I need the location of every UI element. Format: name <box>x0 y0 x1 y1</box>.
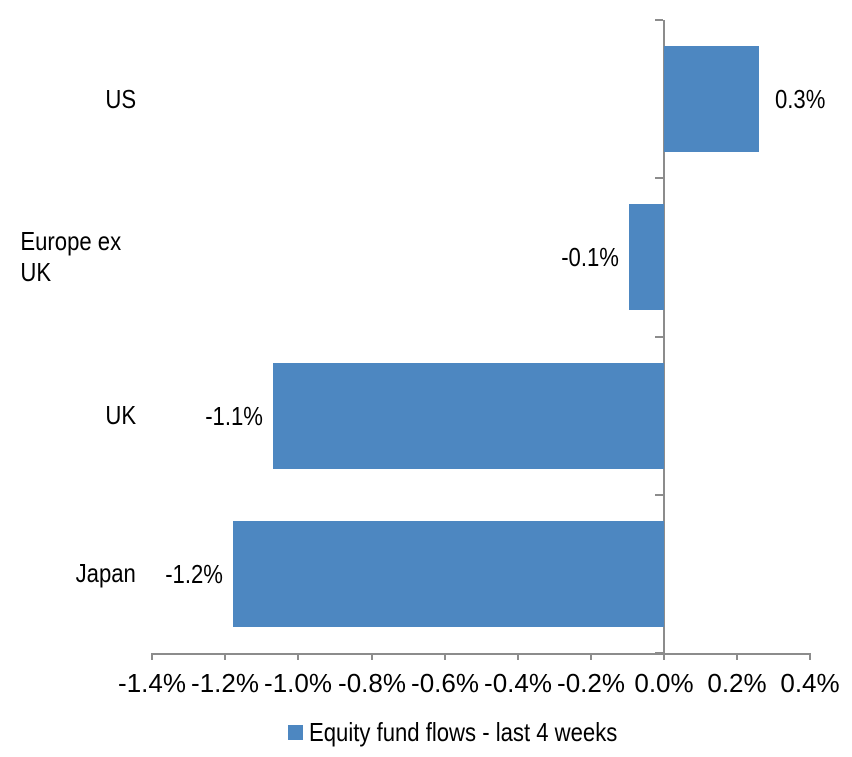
value-axis-tick <box>663 653 665 660</box>
value-label: -1.2% <box>155 521 223 627</box>
value-axis-tick-label: -0.6% <box>390 668 500 698</box>
value-axis-tick-label: 0.0% <box>609 668 719 698</box>
category-label-text: US <box>105 83 136 114</box>
category-axis-tick <box>655 494 663 496</box>
value-axis-tick-label-text: -0.6% <box>411 668 479 698</box>
value-axis-tick-label-text: -1.4% <box>118 668 186 698</box>
bar-europe-ex-uk <box>629 204 664 310</box>
value-axis-tick-label-text: 0.4% <box>780 668 840 698</box>
legend-label: Equity fund flows - last 4 weeks <box>309 717 618 747</box>
value-axis-tick-label: -0.4% <box>463 668 573 698</box>
value-axis-tick <box>736 653 738 660</box>
value-axis-tick-label: -1.4% <box>97 668 207 698</box>
value-label: -1.1% <box>195 363 263 469</box>
value-axis-tick <box>590 653 592 660</box>
category-axis-tick <box>655 652 663 654</box>
value-label-text: -0.1% <box>561 241 619 272</box>
value-axis-tick <box>517 653 519 660</box>
category-axis-tick <box>655 19 663 21</box>
category-label: US <box>0 20 136 178</box>
bar-japan <box>233 521 664 627</box>
value-label: -0.1% <box>551 204 619 310</box>
value-axis-tick-label: -1.2% <box>170 668 280 698</box>
value-axis-tick <box>371 653 373 660</box>
value-axis-tick <box>297 653 299 660</box>
value-axis-tick-label: -0.2% <box>536 668 646 698</box>
value-axis-tick <box>151 653 153 660</box>
category-label-text: UK <box>105 400 136 431</box>
value-axis-tick-label-text: 0.2% <box>707 668 767 698</box>
value-axis-tick-label-text: -1.0% <box>264 668 332 698</box>
value-axis-tick-label-text: -1.2% <box>191 668 259 698</box>
category-axis-tick <box>655 336 663 338</box>
value-axis-tick-label-text: -0.2% <box>557 668 625 698</box>
category-label-text: Europe ex UK <box>20 226 122 288</box>
value-axis-tick-label: -1.0% <box>243 668 353 698</box>
value-axis-tick-label: -0.8% <box>317 668 427 698</box>
value-axis-tick <box>809 653 811 660</box>
category-label: UK <box>0 337 136 495</box>
value-axis-tick-label: 0.2% <box>682 668 792 698</box>
bar-us <box>664 46 759 152</box>
value-axis-tick-label-text: -0.8% <box>338 668 406 698</box>
value-axis-tick-label-text: -0.4% <box>484 668 552 698</box>
category-axis-tick <box>655 177 663 179</box>
category-label-text: Japan <box>75 558 136 589</box>
value-label-text: -1.1% <box>205 400 263 431</box>
value-axis-tick-label-text: 0.0% <box>634 668 694 698</box>
value-label: 0.3% <box>775 46 834 152</box>
value-axis-tick <box>444 653 446 660</box>
category-axis-line <box>663 20 665 659</box>
value-label-text: -1.2% <box>165 558 223 589</box>
value-axis-tick-label: 0.4% <box>755 668 852 698</box>
bar-uk <box>273 363 664 469</box>
legend: Equity fund flows - last 4 weeks <box>288 717 672 747</box>
value-axis-tick <box>224 653 226 660</box>
category-label: Japan <box>0 495 136 653</box>
legend-swatch-icon <box>288 724 303 740</box>
value-label-text: 0.3% <box>775 83 826 114</box>
category-label: Europe ex UK <box>0 178 136 336</box>
value-axis-line <box>151 653 811 655</box>
